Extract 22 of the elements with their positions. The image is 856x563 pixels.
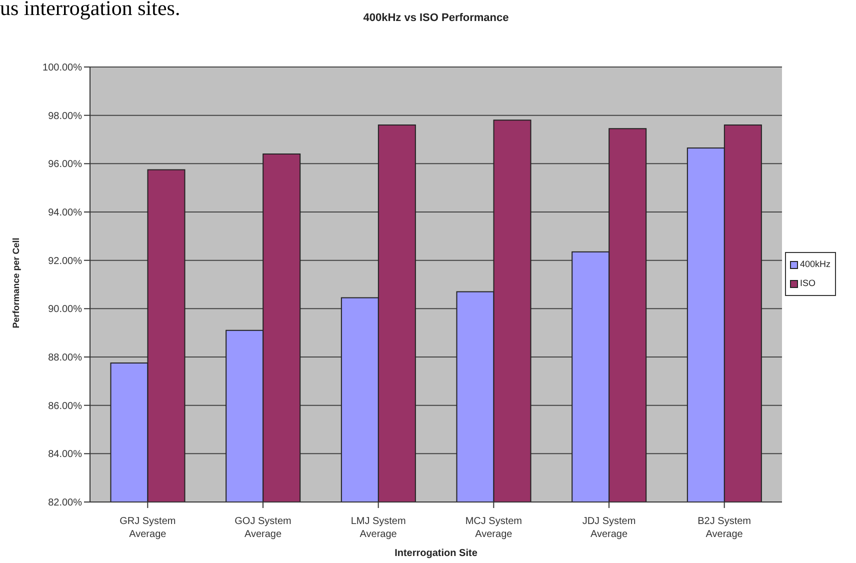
y-tick-label: 98.00%: [48, 110, 82, 122]
x-tick-label: GRJ System Average: [120, 516, 176, 540]
x-tick-label: GOJ System Average: [234, 516, 292, 540]
legend-label: ISO: [799, 277, 817, 290]
y-tick-label: 84.00%: [48, 449, 82, 460]
y-tick-label: 94.00%: [48, 208, 82, 219]
chart-title: 400kHz vs ISO Performance: [363, 12, 509, 24]
legend-label: 400kHz: [799, 258, 831, 271]
y-tick-label: 100.00%: [42, 62, 82, 74]
y-tick-label: 86.00%: [48, 400, 82, 412]
x-tick-label: MCJ System Average: [465, 516, 522, 540]
y-tick-label: 96.00%: [48, 159, 82, 170]
y-tick-label: 82.00%: [48, 498, 82, 509]
y-tick-label: 88.00%: [48, 352, 82, 364]
text: us interrogation sites.: [0, 0, 180, 21]
x-tick-label: B2J System Average: [698, 516, 752, 540]
x-tick-label: JDJ System Average: [582, 516, 636, 540]
y-axis-title: Performance per Cell: [11, 236, 21, 330]
x-axis-title: Interrogation Site: [394, 548, 478, 559]
y-tick-label: 90.00%: [48, 304, 82, 316]
y-tick-label: 92.00%: [48, 256, 82, 267]
x-tick-label: LMJ System Average: [350, 516, 406, 540]
